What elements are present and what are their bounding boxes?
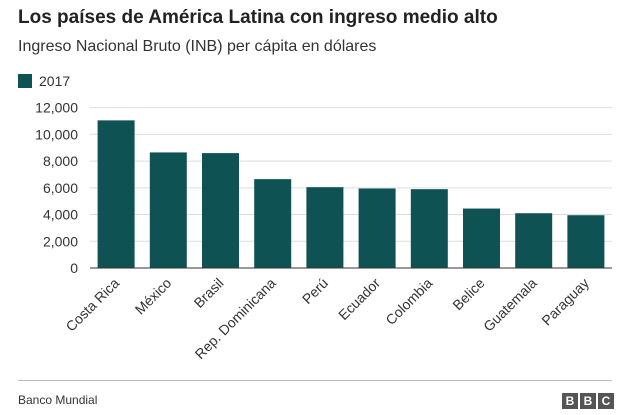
bbc-logo: B B C [560, 393, 614, 409]
bar-colombia [410, 189, 448, 268]
bar-paraguay [567, 215, 605, 268]
legend-swatch [18, 74, 32, 88]
y-tick-label: 0 [70, 260, 78, 276]
bbc-logo-letter-2: B [580, 393, 596, 409]
bbc-logo-letter-1: B [562, 393, 578, 409]
x-tick-label: Colombia [382, 275, 435, 328]
x-tick-label: Belice [449, 275, 487, 313]
y-tick-label: 4,000 [43, 207, 78, 223]
chart-subtitle: Ingreso Nacional Bruto (INB) per cápita … [18, 38, 377, 55]
y-tick-label: 12,000 [35, 100, 78, 116]
bar-rep-dominicana [254, 179, 292, 268]
bar-ecuador [358, 188, 396, 268]
y-tick-label: 10,000 [35, 126, 78, 142]
bar-guatemala [515, 213, 553, 268]
source-label: Banco Mundial [18, 393, 98, 407]
x-tick-label: Paraguay [538, 275, 592, 329]
x-tick-label: Perú [299, 275, 331, 307]
bar-per- [306, 187, 344, 268]
bar-costa-rica [97, 120, 135, 268]
bar-chart: 0 2,000 4,000 6,000 8,000 10,000 12,000 Costa R… [35, 100, 612, 362]
y-tick-label: 6,000 [43, 180, 78, 196]
x-tick-label: Ecuador [335, 275, 383, 323]
legend-label: 2017 [39, 73, 71, 89]
legend: 2017 [18, 73, 70, 89]
y-tick-label: 8,000 [43, 153, 78, 169]
x-tick-label: México [132, 275, 175, 318]
chart-title: Los países de América Latina con ingreso… [18, 7, 498, 28]
bar-m-xico [149, 152, 187, 268]
bbc-logo-letter-3: C [598, 393, 614, 409]
y-tick-label: 2,000 [43, 233, 78, 249]
bar-belice [463, 208, 500, 268]
x-tick-label: Costa Rica [62, 275, 122, 335]
x-tick-label: Brasil [191, 275, 227, 311]
footer-divider [18, 380, 612, 381]
x-tick-label: Guatemala [480, 275, 540, 335]
bar-brasil [202, 153, 239, 268]
